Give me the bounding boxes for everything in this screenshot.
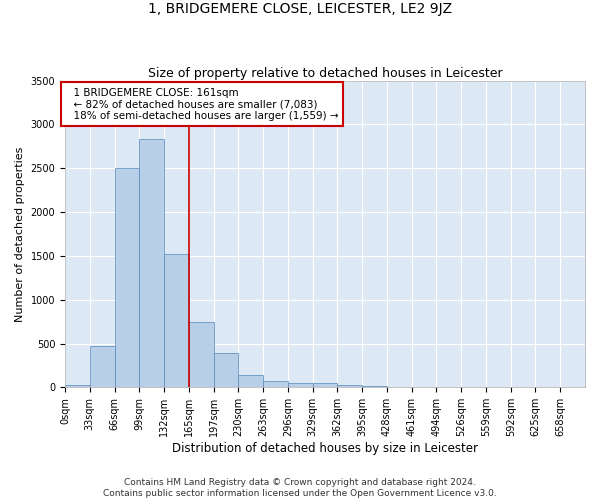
Title: Size of property relative to detached houses in Leicester: Size of property relative to detached ho… [148, 66, 502, 80]
Bar [238, 375, 263, 388]
Text: 1 BRIDGEMERE CLOSE: 161sqm
  ← 82% of detached houses are smaller (7,083)
  18% : 1 BRIDGEMERE CLOSE: 161sqm ← 82% of deta… [67, 88, 338, 121]
Bar [65, 385, 90, 388]
Bar [362, 386, 387, 388]
Bar [214, 353, 238, 388]
Bar [164, 254, 189, 388]
Bar [263, 381, 288, 388]
Bar [139, 140, 164, 388]
X-axis label: Distribution of detached houses by size in Leicester: Distribution of detached houses by size … [172, 442, 478, 455]
Bar [90, 346, 115, 388]
Bar [313, 382, 337, 388]
Bar [337, 385, 362, 388]
Text: 1, BRIDGEMERE CLOSE, LEICESTER, LE2 9JZ: 1, BRIDGEMERE CLOSE, LEICESTER, LE2 9JZ [148, 2, 452, 16]
Bar [115, 168, 139, 388]
Text: Contains HM Land Registry data © Crown copyright and database right 2024.
Contai: Contains HM Land Registry data © Crown c… [103, 478, 497, 498]
Bar [189, 322, 214, 388]
Bar [288, 382, 313, 388]
Y-axis label: Number of detached properties: Number of detached properties [15, 146, 25, 322]
